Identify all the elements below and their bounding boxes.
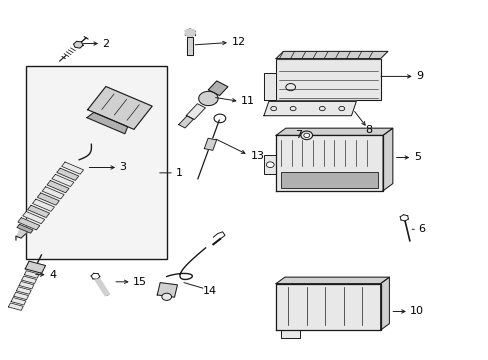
Bar xyxy=(26,66,166,258)
Polygon shape xyxy=(276,284,380,330)
Text: 2: 2 xyxy=(102,39,109,49)
Circle shape xyxy=(162,293,171,300)
Text: 15: 15 xyxy=(133,277,147,287)
Text: 9: 9 xyxy=(415,71,423,81)
Text: 4: 4 xyxy=(49,270,56,280)
Polygon shape xyxy=(19,282,34,289)
Polygon shape xyxy=(208,81,227,95)
Polygon shape xyxy=(187,37,193,55)
Polygon shape xyxy=(57,168,79,180)
Polygon shape xyxy=(87,112,127,134)
Polygon shape xyxy=(52,174,74,186)
Polygon shape xyxy=(25,261,45,273)
Polygon shape xyxy=(61,162,83,174)
Polygon shape xyxy=(178,116,193,128)
Circle shape xyxy=(300,131,312,140)
Text: 8: 8 xyxy=(365,125,371,135)
Polygon shape xyxy=(276,277,388,284)
Polygon shape xyxy=(18,218,40,230)
Bar xyxy=(281,172,377,188)
Polygon shape xyxy=(16,228,29,240)
Polygon shape xyxy=(186,104,205,120)
Polygon shape xyxy=(95,279,109,296)
FancyBboxPatch shape xyxy=(276,59,380,100)
Text: 13: 13 xyxy=(250,151,264,161)
Polygon shape xyxy=(204,138,216,150)
Polygon shape xyxy=(11,298,26,305)
Polygon shape xyxy=(8,303,23,310)
Text: 12: 12 xyxy=(231,37,245,48)
Text: 3: 3 xyxy=(119,162,126,172)
Bar xyxy=(281,330,300,338)
Polygon shape xyxy=(264,102,356,116)
Polygon shape xyxy=(24,271,39,278)
Polygon shape xyxy=(87,86,152,129)
Text: 6: 6 xyxy=(417,224,424,234)
Circle shape xyxy=(266,162,274,167)
Polygon shape xyxy=(14,292,28,300)
Polygon shape xyxy=(73,41,83,48)
Text: 7: 7 xyxy=(294,130,301,140)
Text: 14: 14 xyxy=(203,287,217,296)
Polygon shape xyxy=(27,205,49,217)
Polygon shape xyxy=(185,29,195,37)
Polygon shape xyxy=(23,212,44,224)
Bar xyxy=(264,155,276,174)
Polygon shape xyxy=(276,135,382,191)
Text: 5: 5 xyxy=(413,153,420,162)
Polygon shape xyxy=(32,199,54,211)
Polygon shape xyxy=(47,181,69,193)
Text: 1: 1 xyxy=(175,168,182,178)
Polygon shape xyxy=(17,287,31,294)
Polygon shape xyxy=(276,51,387,59)
Polygon shape xyxy=(264,73,276,100)
Polygon shape xyxy=(198,91,218,105)
Polygon shape xyxy=(276,128,392,135)
Polygon shape xyxy=(42,187,64,199)
Polygon shape xyxy=(37,193,59,205)
Polygon shape xyxy=(157,283,177,297)
Polygon shape xyxy=(17,224,33,233)
Polygon shape xyxy=(21,276,37,284)
Text: 10: 10 xyxy=(409,306,424,316)
Polygon shape xyxy=(380,277,388,330)
Polygon shape xyxy=(382,128,392,191)
Circle shape xyxy=(303,133,309,138)
Text: 11: 11 xyxy=(241,96,255,107)
